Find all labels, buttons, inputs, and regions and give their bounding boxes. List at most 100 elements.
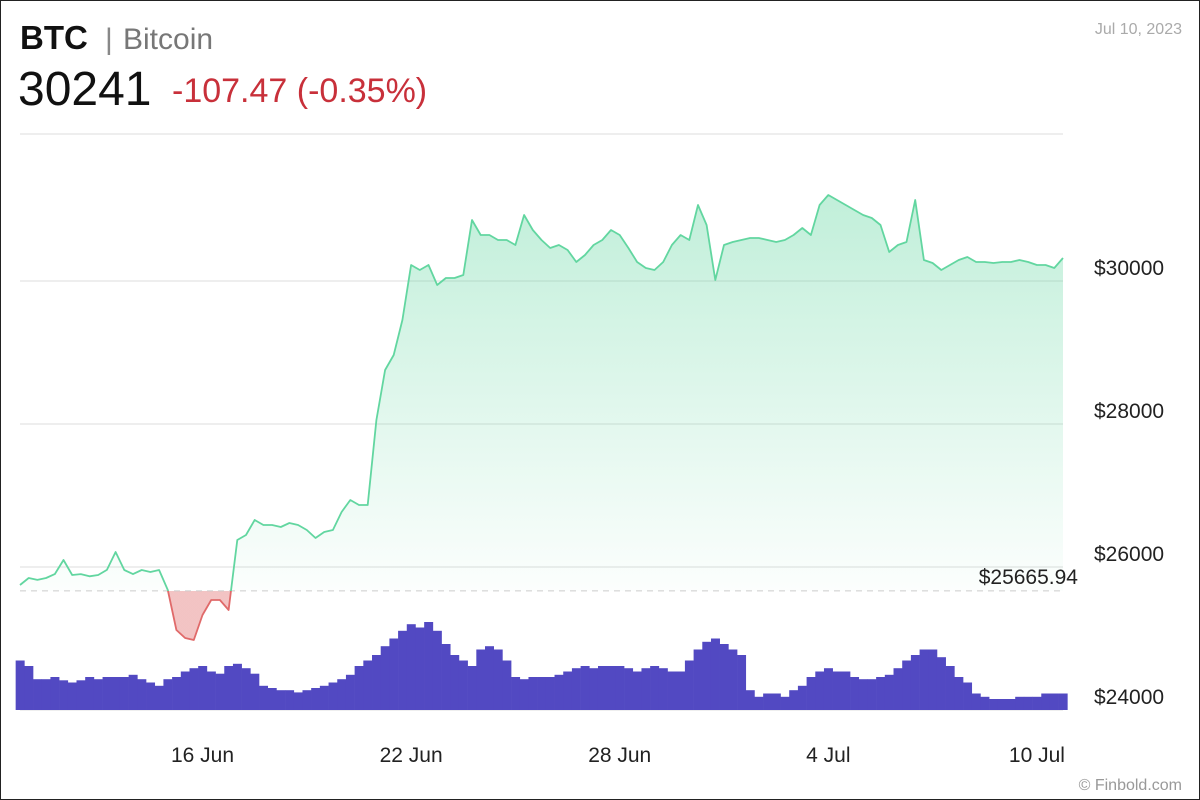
volume-bar <box>146 682 156 710</box>
volume-bar <box>102 677 112 710</box>
volume-bar <box>319 685 329 710</box>
volume-bar <box>589 668 599 710</box>
volume-bar <box>441 644 451 710</box>
volume-bar <box>597 666 607 710</box>
volume-bar <box>128 674 138 710</box>
volume-bar <box>206 671 216 710</box>
volume-bar <box>33 679 43 710</box>
volume-bar <box>215 673 225 710</box>
volume-bar <box>372 655 382 710</box>
x-tick-label: 28 Jun <box>588 744 651 767</box>
volume-bar <box>745 690 755 710</box>
volume-bar <box>232 663 242 710</box>
volume-bar <box>224 666 234 710</box>
volume-bar <box>1023 696 1033 710</box>
volume-bar <box>137 679 147 710</box>
volume-bar <box>702 641 712 710</box>
volume-bar <box>328 682 338 710</box>
volume-bar <box>1015 696 1025 710</box>
volume-bar <box>928 649 938 710</box>
volume-bar <box>467 666 477 710</box>
volume-bar <box>841 671 851 710</box>
volume-bar <box>50 677 60 710</box>
volume-bar <box>293 692 303 710</box>
volume-bar <box>502 660 512 710</box>
volume-bar <box>41 679 51 710</box>
volume-bar <box>545 677 555 710</box>
volume-bar <box>858 679 868 710</box>
volume-bar <box>198 666 208 710</box>
volume-bar <box>989 699 999 710</box>
x-tick-label: 4 Jul <box>806 744 850 767</box>
volume-bar <box>1049 693 1059 710</box>
volume-bar <box>311 688 321 710</box>
volume-bar <box>954 677 964 710</box>
volume-bar <box>893 668 903 710</box>
volume-bar <box>172 677 182 710</box>
volume-bar <box>476 649 486 710</box>
volume-bar <box>415 627 425 710</box>
volume-bar <box>641 668 651 710</box>
volume-bar <box>119 677 129 710</box>
volume-bar <box>606 666 616 710</box>
y-tick-label: $26000 <box>1094 543 1164 566</box>
volume-bar <box>684 660 694 710</box>
volume-bar <box>867 679 877 710</box>
volume-bar <box>354 666 364 710</box>
volume-bar <box>380 646 390 710</box>
volume-bar <box>554 674 564 710</box>
volume-bar <box>241 668 251 710</box>
reference-label: $25665.94 <box>979 566 1079 589</box>
volume-bar <box>850 677 860 710</box>
volume-bar <box>806 677 816 710</box>
volume-bar <box>163 679 173 710</box>
volume-bar <box>710 638 720 710</box>
x-tick-label: 22 Jun <box>380 744 443 767</box>
volume-bar <box>693 649 703 710</box>
volume-bar <box>450 655 460 710</box>
volume-bar <box>823 668 833 710</box>
x-tick-label: 10 Jul <box>1009 744 1065 767</box>
volume-bar <box>780 696 790 710</box>
y-tick-label: $28000 <box>1094 400 1164 423</box>
volume-bar <box>815 671 825 710</box>
volume-bar <box>615 666 625 710</box>
volume-bar <box>563 671 573 710</box>
volume-bar <box>67 682 77 710</box>
volume-bar <box>676 671 686 710</box>
y-tick-label: $24000 <box>1094 686 1164 709</box>
volume-bar <box>59 680 69 710</box>
volume-bar <box>85 677 95 710</box>
volume-bar <box>285 690 295 710</box>
source: © Finbold.com <box>1079 777 1182 794</box>
volume-bar <box>458 660 468 710</box>
date: Jul 10, 2023 <box>1095 21 1182 38</box>
coin-name: Bitcoin <box>123 23 213 56</box>
volume-bar <box>910 655 920 710</box>
volume-bar <box>259 685 269 710</box>
volume-bar <box>667 671 677 710</box>
volume-bar <box>1058 693 1068 710</box>
y-tick-label: $30000 <box>1094 257 1164 280</box>
volume-bar <box>719 644 729 710</box>
volume-bar <box>919 649 929 710</box>
volume-bar <box>276 690 286 710</box>
volume-bar <box>571 668 581 710</box>
volume-bar <box>1032 696 1042 710</box>
volume-bar <box>771 693 781 710</box>
volume-bar <box>945 666 955 710</box>
volume-bar <box>876 677 886 710</box>
volume-bar <box>963 682 973 710</box>
volume-bar <box>250 673 260 710</box>
volume-bar <box>789 690 799 710</box>
volume-bar <box>267 688 277 710</box>
volume-bar <box>832 671 842 710</box>
volume-bar <box>15 660 25 710</box>
volume-bar <box>1041 693 1051 710</box>
volume-bar <box>650 666 660 710</box>
volume-bar <box>432 630 442 710</box>
volume-bar <box>363 660 373 710</box>
volume-bar <box>485 646 494 710</box>
volume-bar <box>180 671 190 710</box>
